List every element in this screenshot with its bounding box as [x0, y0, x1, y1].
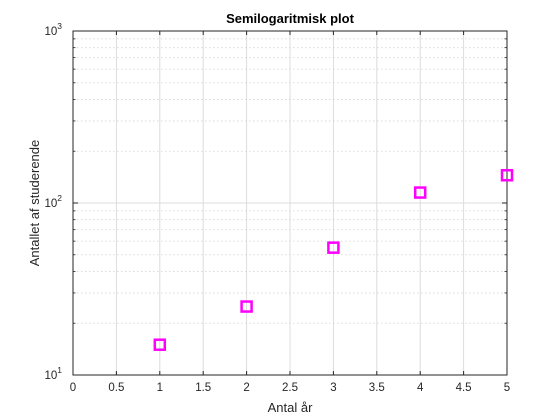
grid	[73, 31, 507, 375]
y-tick-base: 10	[44, 198, 57, 210]
x-tick-label: 2	[243, 382, 249, 394]
y-tick-base: 10	[44, 26, 57, 38]
x-tick-label: 0.5	[108, 382, 124, 394]
x-tick-label: 3	[330, 382, 336, 394]
x-tick-label: 3.5	[369, 382, 385, 394]
x-tick-label: 5	[504, 382, 510, 394]
x-tick-label: 2.5	[282, 382, 298, 394]
x-tick-label: 0	[70, 382, 76, 394]
x-axis-label: Antal år	[268, 400, 313, 415]
chart-title: Semilogaritmisk plot	[226, 11, 355, 26]
x-tick-label: 4	[417, 382, 424, 394]
y-tick-exponent: 3	[57, 21, 62, 31]
x-tick-label: 1	[157, 382, 163, 394]
y-axis-label: Antallet af studerende	[27, 140, 42, 266]
x-tick-label: 1.5	[195, 382, 211, 394]
y-tick-base: 10	[44, 370, 57, 382]
x-tick-label: 4.5	[456, 382, 472, 394]
y-tick-exponent: 1	[57, 365, 62, 375]
y-tick-exponent: 2	[57, 193, 62, 203]
